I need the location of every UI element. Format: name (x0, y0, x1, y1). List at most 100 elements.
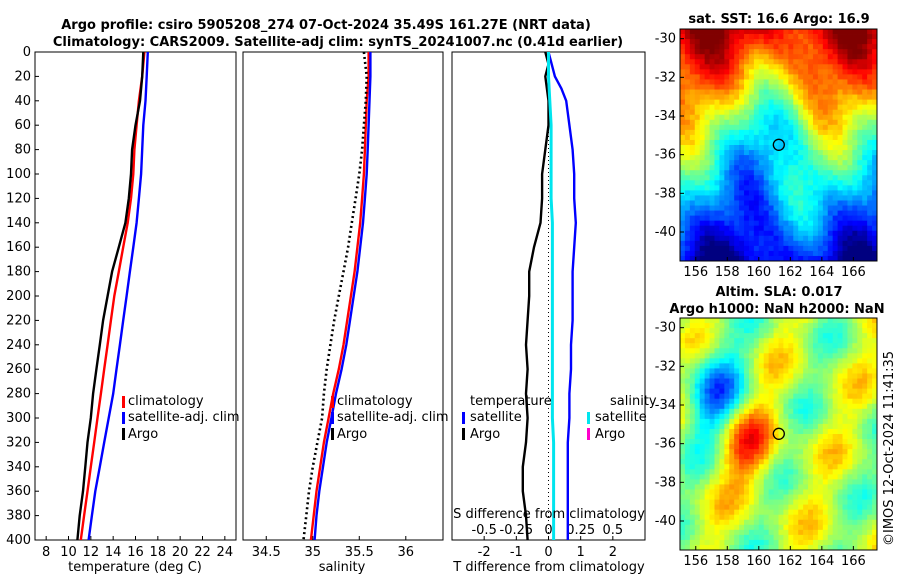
heatmap-cell (867, 29, 873, 35)
heatmap-cell (763, 408, 770, 415)
heatmap-cell (704, 534, 710, 541)
heatmap-cell (773, 534, 779, 541)
heatmap-cell (734, 439, 740, 445)
heatmap-cell (719, 444, 725, 450)
heatmap-cell (822, 333, 829, 339)
heatmap-cell (773, 378, 779, 384)
heatmap-cell (803, 509, 809, 516)
heatmap-cell (768, 84, 774, 90)
heatmap-cell (704, 165, 710, 171)
heatmap-cell (783, 129, 789, 136)
y-tick-label: -40 (655, 225, 676, 240)
heatmap-cell (812, 494, 819, 500)
heatmap-cell (837, 504, 843, 511)
heatmap-cell (729, 160, 735, 166)
heatmap-cell (842, 200, 848, 206)
heatmap-cell (744, 64, 750, 70)
heatmap-cell (862, 363, 868, 369)
heatmap-cell (748, 348, 755, 354)
heatmap-cell (803, 459, 809, 465)
heatmap-cell (763, 479, 770, 485)
heatmap-cell (714, 34, 720, 40)
heatmap-cell (817, 418, 824, 425)
heatmap-cell (734, 408, 740, 415)
heatmap-cell (680, 499, 686, 506)
heatmap-cell (803, 29, 809, 35)
heatmap-cell (803, 464, 809, 470)
heatmap-cell (847, 318, 853, 324)
heatmap-cell (798, 464, 804, 470)
heatmap-cell (778, 195, 784, 201)
heatmap-cell (773, 170, 779, 176)
heatmap-cell (684, 544, 691, 551)
heatmap-cell (709, 373, 715, 379)
legend-t-satellite-swatch (462, 412, 465, 424)
heatmap-cell (808, 150, 814, 156)
heatmap-cell (867, 145, 873, 151)
heatmap-cell (808, 413, 814, 420)
heatmap-cell (744, 145, 750, 151)
heatmap-cell (714, 459, 720, 465)
heatmap-cell (808, 408, 814, 415)
heatmap-cell (753, 150, 760, 156)
heatmap-cell (680, 145, 686, 151)
heatmap-cell (793, 454, 799, 460)
salinity-profile-panel: 34.5 35 35.5 36 salinity climatology satell… (242, 51, 449, 575)
heatmap-cell (739, 185, 745, 191)
heatmap-cell (847, 145, 853, 151)
heatmap-cell (719, 190, 725, 196)
heatmap-cell (788, 44, 794, 50)
heatmap-cell (793, 449, 799, 455)
heatmap-cell (832, 230, 838, 237)
heatmap-cell (734, 240, 740, 247)
heatmap-cell (763, 215, 770, 222)
heatmap-cell (798, 94, 804, 101)
heatmap-cell (788, 383, 794, 390)
heatmap-cell (704, 99, 710, 106)
heatmap-cell (719, 514, 725, 521)
heatmap-cell (704, 469, 710, 475)
heatmap-cell (812, 534, 819, 541)
heatmap-cell (827, 165, 834, 171)
heatmap-cell (684, 514, 691, 521)
heatmap-cell (709, 459, 715, 465)
heatmap-cell (699, 155, 706, 161)
heatmap-cell (793, 195, 799, 201)
heatmap-cell (773, 383, 779, 390)
heatmap-cell (684, 539, 691, 546)
heatmap-cell (763, 514, 770, 521)
heatmap-cell (827, 343, 834, 349)
heatmap-cell (680, 454, 686, 460)
heatmap-cell (832, 79, 838, 85)
heatmap-cell (822, 134, 829, 141)
heatmap-cell (832, 323, 838, 329)
heatmap-cell (714, 230, 720, 237)
heatmap-cell (744, 170, 750, 176)
heatmap-cell (734, 358, 740, 364)
heatmap-cell (857, 388, 863, 395)
heatmap-cell (694, 150, 701, 156)
heatmap-cell (778, 104, 784, 111)
heatmap-cell (680, 240, 686, 247)
heatmap-cell (808, 84, 814, 90)
heatmap-cell (827, 240, 834, 247)
heatmap-cell (793, 64, 799, 70)
heatmap-cell (857, 109, 863, 116)
heatmap-cell (763, 94, 770, 101)
heatmap-cell (857, 94, 863, 101)
heatmap-cell (753, 459, 760, 465)
heatmap-cell (793, 250, 799, 257)
heatmap-cell (739, 509, 745, 516)
legend-s-argo-label: Argo (595, 427, 625, 442)
heatmap-cell (857, 175, 863, 181)
heatmap-cell (852, 145, 858, 151)
sla-argo-marker (772, 427, 785, 440)
heatmap-cell (684, 129, 691, 136)
heatmap-cell (753, 539, 760, 546)
salinity-legend: climatology satellite-adj. clim Argo (331, 394, 449, 442)
heatmap-cell (699, 348, 706, 354)
heatmap-cell (872, 215, 878, 222)
heatmap-cell (758, 39, 765, 45)
x-tick-label: 20 (172, 545, 189, 560)
heatmap-cell (812, 240, 819, 247)
